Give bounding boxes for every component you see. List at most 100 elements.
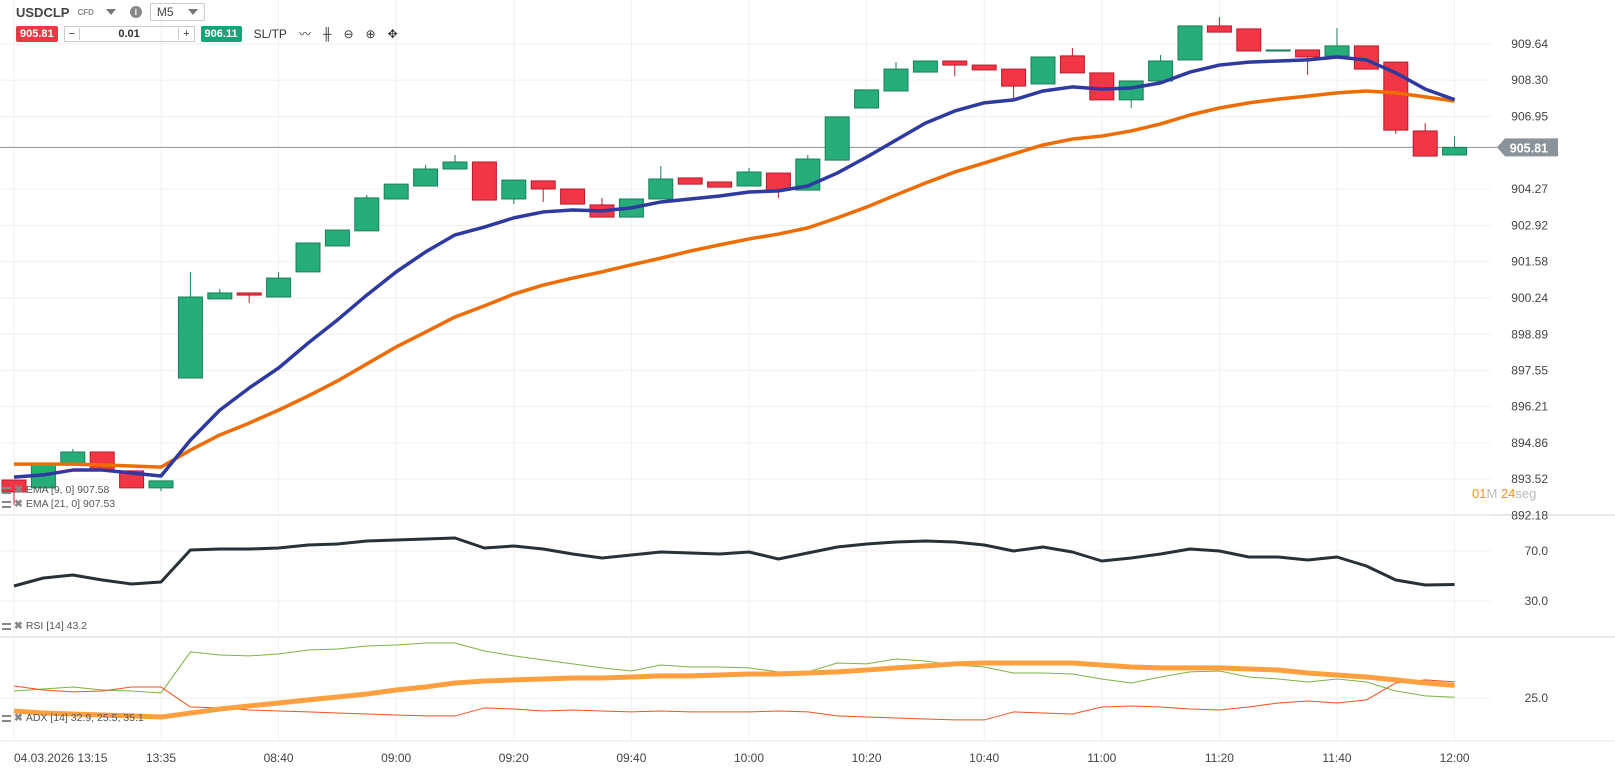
settings-icon[interactable]	[2, 500, 11, 508]
candle-down	[1059, 55, 1085, 74]
candle-up	[824, 116, 850, 161]
timeframe-value: M5	[156, 5, 174, 19]
candle-down	[677, 177, 703, 185]
timeframe-select[interactable]: M5	[149, 3, 205, 21]
candle-up	[883, 68, 909, 92]
ema21-line	[14, 89, 1455, 469]
ema9-legend[interactable]: ✖ EMA [9, 0] 907.58	[2, 484, 109, 496]
candle-down	[89, 451, 115, 471]
symbol-dropdown-icon[interactable]	[105, 9, 116, 15]
candle-up	[324, 229, 350, 247]
time-axis-label: 10:00	[734, 751, 764, 765]
rsi-legend-text: RSI [14] 43.2	[25, 620, 88, 632]
candle-up	[207, 292, 233, 300]
price-axis-label: 908.30	[1511, 73, 1548, 87]
candle-down	[1295, 49, 1321, 58]
candles-icon[interactable]: ╫	[322, 26, 332, 41]
candle-down	[942, 60, 968, 66]
candle-up	[1265, 49, 1291, 52]
candle-down	[1001, 68, 1027, 87]
candle-up	[1177, 25, 1203, 61]
remove-icon[interactable]: ✖	[14, 620, 23, 632]
last-price-tag	[1497, 138, 1558, 157]
increase-button[interactable]: +	[183, 27, 190, 40]
price-axis-label: 893.52	[1511, 472, 1548, 486]
quantity-input[interactable]: 0.01	[79, 27, 180, 40]
countdown-min-unit: M	[1486, 486, 1498, 501]
line-chart-icon[interactable]: 〰	[298, 27, 311, 41]
rsi-line	[13, 536, 1455, 588]
remove-icon[interactable]: ✖	[14, 498, 23, 510]
instrument-header: USDCLP CFD i M5	[16, 3, 205, 21]
countdown-sec-unit: seg	[1515, 486, 1537, 501]
time-axis-label: 10:20	[852, 751, 882, 765]
candle-up	[177, 296, 203, 379]
price-axis-label: 904.27	[1511, 182, 1548, 196]
candle-up	[1030, 56, 1056, 85]
time-axis-label: 10:40	[969, 751, 999, 765]
decrease-button[interactable]: −	[68, 27, 76, 40]
adx-axis-label: 25.0	[1525, 691, 1549, 705]
time-axis-label: 12:00	[1440, 751, 1470, 765]
candle-up	[266, 277, 292, 298]
remove-icon[interactable]: ✖	[14, 712, 23, 724]
cfd-badge: CFD	[77, 7, 94, 17]
sell-button[interactable]: 905.81	[16, 25, 58, 42]
rsi-legend[interactable]: ✖ RSI [14] 43.2	[2, 620, 87, 632]
remove-icon[interactable]: ✖	[14, 484, 23, 496]
candle-countdown: 01M 24seg	[1472, 486, 1536, 501]
settings-icon[interactable]	[2, 622, 11, 630]
rsi-axis-label: 30.0	[1525, 594, 1549, 608]
adx-line	[13, 660, 1455, 720]
countdown-seconds: 24	[1500, 486, 1516, 501]
info-icon[interactable]: i	[129, 6, 142, 18]
minus-di-line	[13, 679, 1455, 721]
time-axis-label: 09:00	[381, 751, 411, 765]
sltp-button[interactable]: SL/TP	[253, 26, 287, 41]
time-axis-label: 09:20	[499, 751, 529, 765]
time-axis-label: 08:40	[264, 751, 294, 765]
last-price-value: 905.81	[1510, 141, 1548, 155]
candle-up	[413, 168, 439, 187]
candle-down	[471, 161, 497, 201]
ema21-legend[interactable]: ✖ EMA [21, 0] 907.53	[2, 498, 115, 510]
zoom-in-icon[interactable]: ⊕	[365, 26, 376, 41]
candle-up	[1118, 80, 1144, 101]
zoom-out-icon[interactable]: ⊖	[343, 26, 354, 41]
candle-up	[648, 178, 674, 200]
settings-icon[interactable]	[2, 714, 11, 722]
symbol-label: USDCLP	[16, 4, 70, 20]
candle-up	[354, 197, 380, 232]
candle-up	[1324, 45, 1350, 57]
candle-up	[854, 89, 880, 109]
candle-up	[1442, 146, 1468, 156]
adx-legend[interactable]: ✖ ADX [14] 32.9, 25.5, 35.1	[2, 712, 144, 724]
countdown-minutes: 01	[1472, 486, 1487, 501]
price-axis-label: 897.55	[1511, 363, 1548, 377]
time-axis-label: 11:00	[1087, 751, 1116, 765]
candle-down	[971, 64, 997, 71]
price-axis-label: 898.89	[1511, 327, 1548, 341]
price-axis-label: 896.21	[1511, 400, 1548, 414]
price-axis-label: 906.95	[1511, 110, 1548, 124]
candle-down	[1206, 25, 1232, 33]
candle-up	[736, 171, 762, 187]
price-axis-label: 900.24	[1511, 291, 1548, 305]
candle-down	[765, 172, 791, 191]
crosshair-move-icon[interactable]: ✥	[387, 26, 398, 41]
candle-down	[1089, 72, 1115, 101]
settings-icon[interactable]	[2, 486, 11, 494]
trade-bar: 905.81 − 0.01 + 906.11 SL/TP 〰 ╫ ⊖ ⊕ ✥	[16, 25, 398, 42]
plus-di-line	[13, 642, 1455, 698]
time-axis-label: 09:40	[616, 751, 646, 765]
time-axis-label: 11:40	[1322, 751, 1351, 765]
quantity-stepper: − 0.01 +	[63, 25, 195, 42]
price-axis-label: 909.64	[1511, 37, 1548, 51]
candle-up	[1148, 60, 1174, 82]
candle-down	[236, 292, 262, 296]
adx-legend-text: ADX [14] 32.9, 25.5, 35.1	[25, 712, 144, 724]
candle-up	[383, 183, 409, 200]
buy-button[interactable]: 906.11	[200, 25, 242, 42]
time-axis-label: 11:20	[1205, 751, 1234, 765]
